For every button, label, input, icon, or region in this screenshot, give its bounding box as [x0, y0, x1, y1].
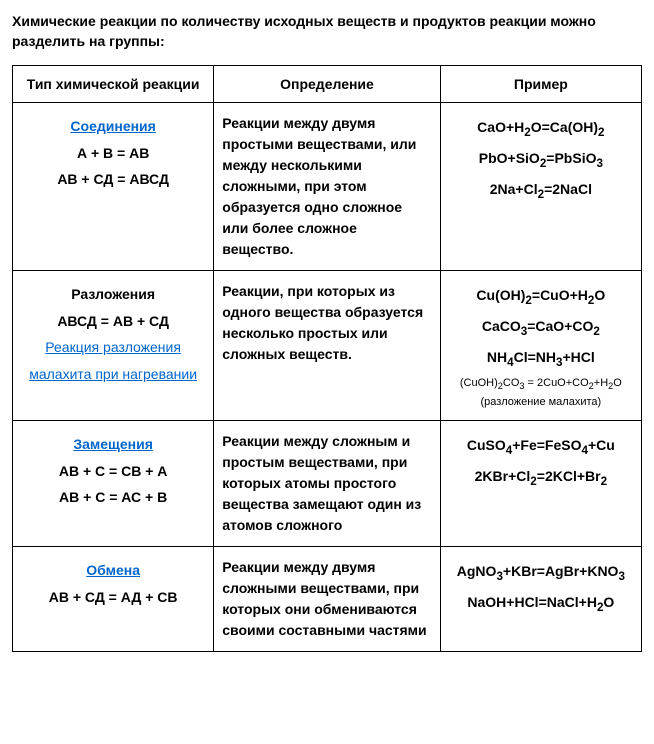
type-cell: Соединения А + В = АВАВ + СД = АВСД	[13, 103, 214, 271]
type-cell: Замещения АВ + С = СВ + ААВ + С = АС + В	[13, 421, 214, 547]
example-equation: CaO+H2O=Ca(OH)2	[449, 113, 633, 144]
example-note: (CuOH)2CO3 = 2CuO+CO2+H2O	[449, 375, 633, 394]
example-equation: 2Na+Cl2=2NaCl	[449, 175, 633, 206]
header-row: Тип химической реакции Определение Приме…	[13, 66, 642, 103]
example-equation: 2KBr+Cl2=2KCl+Br2	[449, 462, 633, 493]
example-cell: CuSO4+Fe=FeSO4+Cu2KBr+Cl2=2KCl+Br2	[440, 421, 641, 547]
example-equation: AgNO3+KBr=AgBr+KNO3	[449, 557, 633, 588]
scheme-formula: АВ + СД = АД + СВ	[21, 584, 205, 611]
reaction-type-link[interactable]: Обмена	[86, 562, 140, 578]
scheme-formula: А + В = АВ	[21, 140, 205, 167]
header-ex: Пример	[440, 66, 641, 103]
table-row: РазложенияАВСД = АВ + СД Реакция разложен…	[13, 271, 642, 421]
scheme-formula: АВ + СД = АВСД	[21, 166, 205, 193]
table-row: Обмена АВ + СД = АД + СВ Реакции между дву…	[13, 547, 642, 652]
header-def: Определение	[214, 66, 440, 103]
example-equation: NH4Cl=NH3+HCl	[449, 343, 633, 374]
definition-cell: Реакции между двумя простыми веществами,…	[214, 103, 440, 271]
definition-cell: Реакции между сложным и простым вещества…	[214, 421, 440, 547]
example-cell: CaO+H2O=Ca(OH)2PbO+SiO2=PbSiO32Na+Cl2=2N…	[440, 103, 641, 271]
table-row: Соединения А + В = АВАВ + СД = АВСД Реакци…	[13, 103, 642, 271]
reactions-table: Тип химической реакции Определение Приме…	[12, 65, 642, 652]
definition-cell: Реакции, при которых из одного вещества …	[214, 271, 440, 421]
extra-link[interactable]: Реакция разложения малахита при нагреван…	[29, 339, 197, 382]
example-note: (разложение малахита)	[449, 394, 633, 411]
intro-text: Химические реакции по количеству исходны…	[12, 12, 642, 51]
table-row: Замещения АВ + С = СВ + ААВ + С = АС + В Р…	[13, 421, 642, 547]
type-cell: Обмена АВ + СД = АД + СВ	[13, 547, 214, 652]
scheme-formula: АВ + С = СВ + А	[21, 458, 205, 485]
example-equation: PbO+SiO2=PbSiO3	[449, 144, 633, 175]
example-equation: NaOH+HCl=NaCl+H2O	[449, 588, 633, 619]
scheme-formula: АВ + С = АС + В	[21, 484, 205, 511]
example-cell: Cu(OH)2=CuO+H2OCaCO3=CaO+CO2NH4Cl=NH3+HC…	[440, 271, 641, 421]
example-cell: AgNO3+KBr=AgBr+KNO3NaOH+HCl=NaCl+H2O	[440, 547, 641, 652]
definition-cell: Реакции между двумя сложными веществами,…	[214, 547, 440, 652]
reaction-type-title: Разложения	[21, 281, 205, 308]
example-equation: CuSO4+Fe=FeSO4+Cu	[449, 431, 633, 462]
example-equation: CaCO3=CaO+CO2	[449, 312, 633, 343]
reaction-type-link[interactable]: Соединения	[70, 118, 155, 134]
header-type: Тип химической реакции	[13, 66, 214, 103]
example-equation: Cu(OH)2=CuO+H2O	[449, 281, 633, 312]
scheme-formula: АВСД = АВ + СД	[21, 308, 205, 335]
type-cell: РазложенияАВСД = АВ + СД Реакция разложен…	[13, 271, 214, 421]
reaction-type-link[interactable]: Замещения	[73, 436, 153, 452]
